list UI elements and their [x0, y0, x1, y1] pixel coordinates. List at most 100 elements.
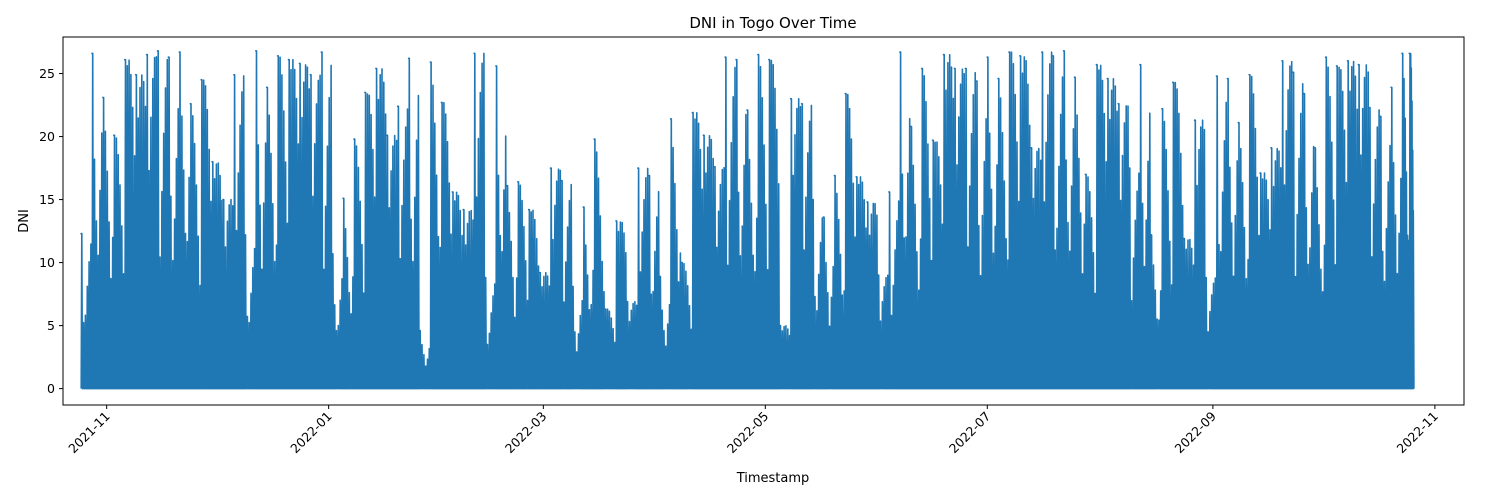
- data-point: [822, 216, 825, 219]
- series-line-0: [80, 50, 1415, 390]
- data-point: [691, 111, 694, 114]
- data-point: [713, 165, 716, 168]
- data-point: [964, 67, 967, 70]
- y-tick-label: 10: [39, 255, 55, 270]
- data-point: [1128, 167, 1131, 170]
- data-point: [1073, 76, 1076, 79]
- data-point: [342, 197, 345, 200]
- data-point: [80, 232, 83, 235]
- data-point: [757, 53, 759, 56]
- data-point: [1237, 121, 1240, 124]
- data-point: [364, 91, 366, 94]
- x-tick-label: 2022-07: [946, 409, 994, 457]
- data-point: [866, 201, 869, 204]
- data-point: [1150, 234, 1152, 236]
- data-point: [658, 275, 661, 278]
- data-point: [571, 285, 574, 288]
- data-point: [680, 261, 683, 264]
- data-point: [1041, 51, 1043, 53]
- data-point: [789, 97, 792, 100]
- x-tick-label: 2021-11: [65, 409, 113, 457]
- data-point: [134, 73, 137, 76]
- data-point: [910, 125, 912, 128]
- data-point: [626, 300, 628, 303]
- data-point: [386, 134, 388, 137]
- data-point: [800, 102, 803, 105]
- data-point: [211, 160, 214, 163]
- data-point: [178, 51, 181, 53]
- data-point: [1248, 73, 1251, 76]
- data-point: [560, 179, 563, 182]
- data-point: [593, 138, 596, 141]
- data-point: [473, 52, 476, 55]
- data-point: [91, 52, 93, 55]
- data-point: [1106, 77, 1109, 80]
- y-tick-label: 20: [39, 129, 55, 144]
- data-point: [735, 58, 738, 61]
- data-point: [309, 73, 312, 76]
- data-point: [888, 191, 890, 193]
- data-point: [582, 206, 585, 209]
- data-point: [1401, 52, 1403, 55]
- data-point: [255, 50, 257, 52]
- data-point: [1226, 77, 1229, 80]
- data-point: [1379, 115, 1382, 118]
- data-point: [124, 58, 126, 61]
- data-point: [1161, 107, 1163, 110]
- x-axis-label: Timestamp: [736, 471, 810, 486]
- y-tick-label: 15: [39, 192, 55, 207]
- data-point: [953, 67, 956, 70]
- data-point: [855, 176, 858, 178]
- data-point: [418, 329, 421, 332]
- data-point: [549, 167, 552, 170]
- data-point: [1051, 55, 1054, 57]
- x-tick-label: 2022-01: [287, 409, 335, 457]
- data-point: [1095, 63, 1098, 66]
- data-point: [1303, 92, 1305, 95]
- y-tick-label: 25: [39, 66, 55, 81]
- data-point: [1368, 106, 1371, 109]
- data-point: [440, 101, 443, 104]
- data-point: [920, 67, 923, 70]
- data-point: [779, 324, 781, 327]
- data-point: [287, 58, 290, 61]
- data-point: [396, 105, 399, 108]
- data-point: [265, 86, 268, 89]
- data-point: [648, 174, 650, 177]
- data-point: [1172, 81, 1174, 84]
- data-point: [1390, 86, 1393, 89]
- data-point: [189, 102, 192, 105]
- data-point: [1215, 75, 1218, 77]
- data-point: [1204, 276, 1207, 279]
- data-point: [1193, 119, 1196, 122]
- data-point: [233, 73, 235, 76]
- data-point: [1346, 60, 1349, 62]
- data-point: [833, 174, 836, 177]
- data-point: [200, 78, 203, 81]
- data-point: [407, 57, 410, 60]
- data-point: [811, 198, 814, 201]
- data-point: [527, 208, 530, 211]
- data-point: [331, 252, 334, 255]
- x-tick-label: 2022-09: [1171, 408, 1219, 456]
- data-point: [1281, 60, 1283, 62]
- y-axis-label: DNI: [17, 209, 32, 233]
- data-point: [353, 138, 355, 141]
- data-point: [429, 61, 432, 64]
- y-tick-label: 0: [47, 381, 55, 396]
- plot-frame: [62, 36, 1465, 406]
- data-point: [1084, 173, 1087, 176]
- data-point: [276, 55, 279, 57]
- data-point: [997, 77, 1000, 80]
- data-point: [942, 53, 945, 56]
- data-point: [986, 56, 989, 59]
- data-point: [637, 167, 639, 170]
- y-tick-label: 5: [47, 318, 55, 333]
- x-tick-label: 2022-11: [1393, 409, 1441, 457]
- data-point: [1335, 65, 1338, 67]
- data-point: [975, 80, 978, 82]
- data-point: [1030, 147, 1032, 149]
- data-point: [1270, 147, 1272, 149]
